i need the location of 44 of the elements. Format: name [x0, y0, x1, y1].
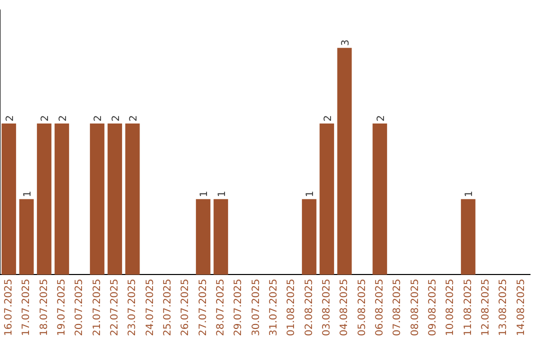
- data-label: 2: [93, 115, 104, 122]
- x-tick-label: 25.07.2025: [162, 278, 174, 336]
- x-tick-label: 22.07.2025: [109, 278, 120, 336]
- data-label: 1: [305, 190, 316, 198]
- x-tick-label: 06.08.2025: [374, 278, 386, 336]
- data-label: 1: [199, 190, 210, 198]
- x-tick-label: 29.07.2025: [233, 278, 244, 336]
- x-tick-label: 23.07.2025: [127, 278, 138, 336]
- data-label: 2: [110, 115, 122, 122]
- x-tick-label: 13.08.2025: [498, 278, 510, 336]
- x-tick-label: 08.08.2025: [410, 278, 421, 336]
- x-tick-label: 18.07.2025: [38, 278, 50, 336]
- x-tick-label: 20.07.2025: [74, 278, 86, 336]
- x-tick-label: 10.08.2025: [445, 278, 456, 336]
- data-label: 2: [376, 115, 387, 122]
- x-tick-label: 07.08.2025: [392, 278, 404, 336]
- x-tick-label: 01.08.2025: [286, 278, 298, 336]
- x-tick-label: 04.08.2025: [339, 278, 350, 336]
- x-tick-label: 19.07.2025: [56, 278, 68, 336]
- x-tick-label: 11.08.2025: [462, 278, 474, 336]
- x-tick-label: 05.08.2025: [356, 278, 368, 336]
- data-label: 1: [464, 190, 476, 198]
- x-tick-label: 12.08.2025: [480, 278, 492, 336]
- x-tick-label: 21.07.2025: [92, 278, 103, 336]
- data-label: 2: [128, 115, 140, 122]
- x-tick-label: 03.08.2025: [321, 278, 332, 336]
- data-label: 1: [216, 190, 228, 198]
- x-tick-label: 27.07.2025: [198, 278, 209, 336]
- data-label: 2: [4, 115, 16, 122]
- x-tick-label: 28.07.2025: [215, 278, 226, 336]
- data-label: 2: [58, 115, 69, 122]
- x-tick-label: 02.08.2025: [304, 278, 315, 336]
- x-tick-label: 31.07.2025: [268, 278, 280, 336]
- data-label: 1: [22, 190, 34, 198]
- x-tick-label: 16.07.2025: [3, 278, 14, 336]
- data-label: 3: [340, 39, 352, 46]
- data-label: 2: [322, 115, 334, 122]
- x-tick-label: 26.07.2025: [180, 278, 192, 336]
- x-tick-label: 09.08.2025: [427, 278, 438, 336]
- x-tick-label: 30.07.2025: [250, 278, 262, 336]
- x-tick-label: 14.08.2025: [516, 278, 527, 336]
- x-tick-label: 24.07.2025: [144, 278, 156, 336]
- data-label: 2: [40, 115, 52, 122]
- x-tick-label: 17.07.2025: [21, 278, 32, 336]
